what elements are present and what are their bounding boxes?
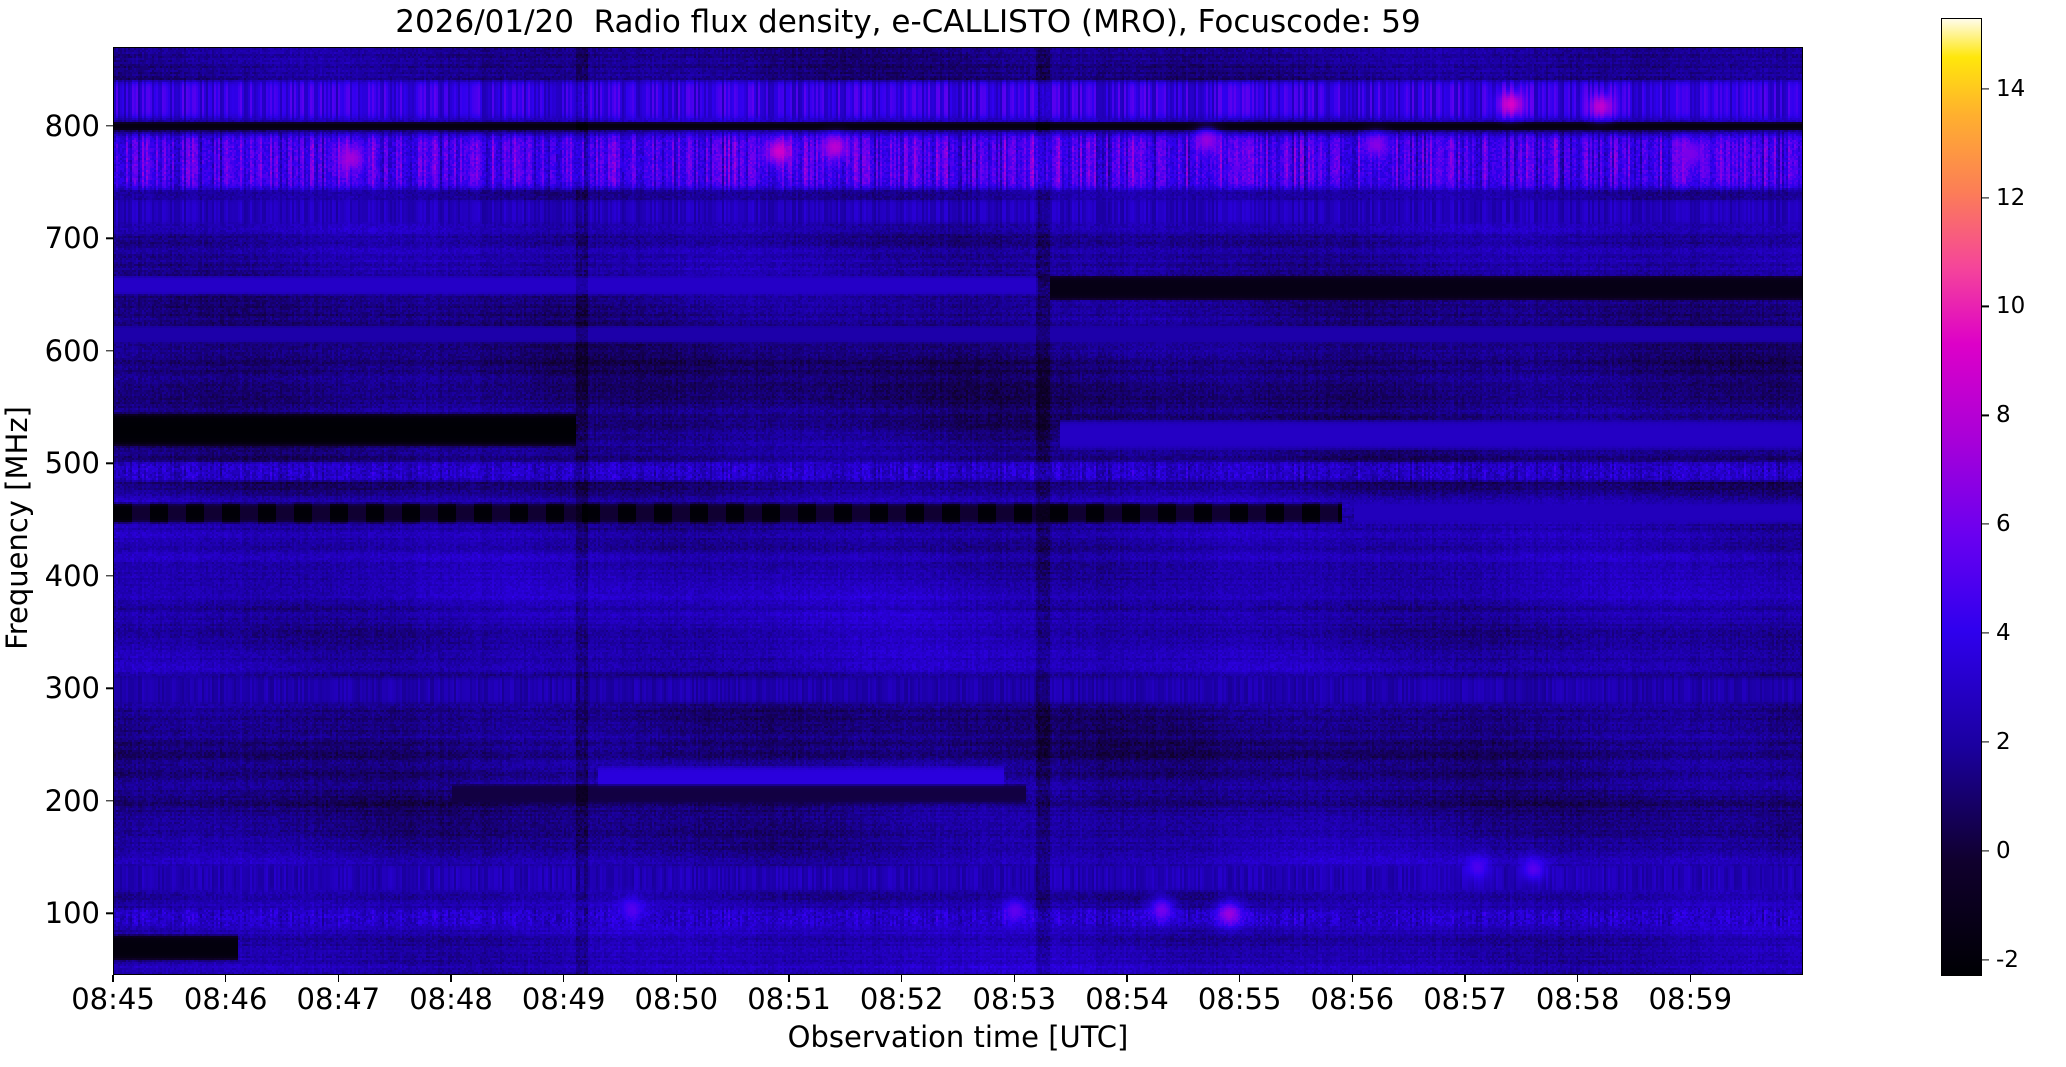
x-tick-label: 08:54 <box>1085 982 1169 1016</box>
y-axis-label: Frequency [MHz] <box>0 406 34 650</box>
colorbar-tick-mark <box>1982 959 1989 961</box>
x-tick-label: 08:53 <box>972 982 1057 1016</box>
y-tick-label: 200 <box>44 783 100 818</box>
y-tick-mark <box>106 237 113 239</box>
colorbar-tick-mark <box>1982 414 1989 416</box>
x-tick-mark <box>224 975 227 982</box>
x-tick-label: 08:55 <box>1197 982 1282 1016</box>
colorbar-tick-mark <box>1982 305 1989 308</box>
y-tick-label: 500 <box>44 446 100 481</box>
x-tick-mark <box>1238 975 1241 982</box>
x-tick-label: 08:59 <box>1648 982 1733 1016</box>
y-tick-mark <box>106 574 113 577</box>
colorbar-tick-label: 0 <box>1996 837 2011 864</box>
x-tick-label: 08:48 <box>409 982 493 1016</box>
x-tick-mark <box>900 975 903 982</box>
x-tick-mark <box>450 975 452 982</box>
y-tick-label: 700 <box>44 221 100 256</box>
page-title: 2026/01/20 Radio flux density, e-CALLIST… <box>395 4 1421 40</box>
y-tick-mark <box>106 462 113 464</box>
x-tick-mark <box>788 975 790 982</box>
x-tick-mark <box>337 975 340 982</box>
colorbar-tick-mark <box>1982 741 1989 743</box>
colorbar-gradient <box>1942 19 1981 975</box>
colorbar-tick-label: 2 <box>1996 728 2011 755</box>
x-tick-label: 08:50 <box>634 982 719 1016</box>
y-tick-label: 400 <box>44 558 100 593</box>
x-tick-label: 08:58 <box>1535 982 1620 1016</box>
x-tick-mark <box>1689 975 1692 982</box>
x-tick-label: 08:56 <box>1310 982 1395 1016</box>
colorbar-tick-label: 6 <box>1996 511 2011 538</box>
spectrogram-image[interactable] <box>114 48 1802 974</box>
colorbar-tick-label: 14 <box>1996 75 2026 102</box>
colorbar-tick-label: 10 <box>1996 293 2026 320</box>
x-tick-mark <box>1464 975 1466 982</box>
x-tick-mark <box>1576 975 1579 982</box>
y-tick-mark <box>106 687 113 689</box>
x-tick-label: 08:52 <box>859 982 944 1016</box>
x-tick-mark <box>1013 975 1016 982</box>
y-tick-label: 100 <box>44 896 100 931</box>
y-tick-mark <box>106 350 113 352</box>
y-tick-mark <box>106 799 113 802</box>
x-tick-mark <box>675 975 678 982</box>
y-tick-label: 800 <box>44 108 100 143</box>
colorbar-tick-label: 8 <box>1996 402 2011 429</box>
x-tick-label: 08:57 <box>1423 982 1507 1016</box>
colorbar-tick-label: -2 <box>1996 946 2019 973</box>
x-axis-label: Observation time [UTC] <box>787 1020 1129 1054</box>
colorbar-tick-mark <box>1982 632 1989 634</box>
colorbar-tick-mark <box>1982 88 1989 90</box>
x-tick-mark <box>112 975 114 982</box>
colorbar-tick-mark <box>1982 850 1989 852</box>
y-tick-label: 300 <box>44 671 100 706</box>
colorbar-tick-label: 4 <box>1996 620 2011 647</box>
colorbar-tick-mark <box>1982 523 1989 525</box>
x-tick-mark <box>562 975 565 982</box>
x-tick-mark <box>1126 975 1128 982</box>
colorbar[interactable] <box>1941 18 1982 976</box>
x-tick-label: 08:47 <box>296 982 381 1016</box>
colorbar-tick-mark <box>1982 197 1989 199</box>
spectrogram-axes[interactable] <box>113 47 1803 975</box>
y-tick-mark <box>106 125 113 127</box>
y-tick-mark <box>106 912 113 914</box>
x-tick-label: 08:51 <box>747 982 831 1016</box>
x-tick-label: 08:45 <box>71 982 155 1016</box>
x-tick-label: 08:46 <box>183 982 268 1016</box>
y-tick-label: 600 <box>44 333 100 368</box>
x-tick-label: 08:49 <box>521 982 606 1016</box>
colorbar-tick-label: 12 <box>1996 184 2026 211</box>
x-tick-mark <box>1351 975 1354 982</box>
